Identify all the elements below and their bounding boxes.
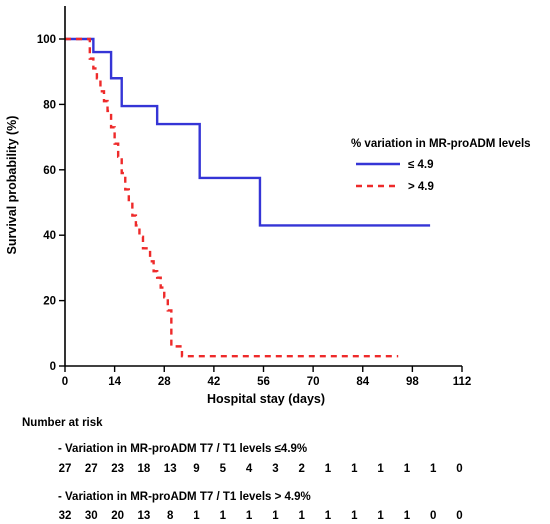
x-tick-label: 70	[307, 376, 320, 388]
x-tick-label: 84	[356, 376, 369, 388]
x-tick-label: 14	[108, 376, 121, 388]
plot-series	[65, 37, 431, 358]
legend: % variation in MR-proADM levels ≤ 4.9 > …	[351, 138, 531, 193]
risk-group-1-label: - Variation in MR-proADM T7 / T1 levels …	[58, 443, 307, 455]
x-tick-label: 112	[453, 376, 472, 388]
risk-count: 1	[377, 510, 384, 522]
risk-count: 5	[220, 463, 227, 475]
risk-count: 32	[59, 510, 72, 522]
risk-table: Number at risk - Variation in MR-proADM …	[22, 417, 463, 522]
risk-count: 1	[325, 510, 332, 522]
risk-count: 13	[164, 463, 177, 475]
x-tick-label: 56	[257, 376, 270, 388]
y-tick-label: 40	[43, 230, 56, 242]
risk-count: 4	[246, 463, 253, 475]
legend-label-series-2: > 4.9	[408, 181, 434, 193]
risk-count: 23	[111, 463, 124, 475]
x-tick-label: 28	[158, 376, 171, 388]
risk-group-2-counts: 32 30 20 13 8 1 1 1 1 1 1 1 1 1 0 0	[59, 510, 463, 522]
risk-count: 1	[272, 510, 279, 522]
risk-count: 8	[167, 510, 174, 522]
risk-group-1-counts: 27 27 23 18 13 9 5 4 3 2 1 1 1 1 1 0	[59, 463, 463, 475]
risk-count: 1	[430, 463, 437, 475]
risk-count: 1	[351, 463, 358, 475]
risk-count: 1	[377, 463, 384, 475]
y-tick-label: 80	[43, 99, 56, 111]
series-line-2	[65, 37, 399, 358]
y-tick-label: 20	[43, 296, 56, 308]
risk-count: 13	[138, 510, 151, 522]
y-tick-label: 100	[37, 34, 56, 46]
y-tick-label: 60	[43, 165, 56, 177]
risk-count: 1	[298, 510, 305, 522]
x-tick-label: 98	[406, 376, 419, 388]
chart-axes: 0 20 40 60 80 100 0 14 28 42 56 70 84 98 112	[37, 6, 471, 388]
x-tick-label: 42	[207, 376, 220, 388]
x-tick-label: 0	[62, 376, 68, 388]
risk-count: 1	[325, 463, 332, 475]
risk-count: 1	[220, 510, 227, 522]
x-axis-title: Hospital stay (days)	[207, 392, 325, 406]
risk-count: 30	[85, 510, 98, 522]
risk-count: 9	[193, 463, 199, 475]
risk-count: 2	[298, 463, 304, 475]
legend-title: % variation in MR-proADM levels	[351, 138, 531, 150]
risk-group-2-label: - Variation in MR-proADM T7 / T1 levels …	[58, 491, 311, 503]
risk-table-title: Number at risk	[22, 417, 103, 429]
risk-count: 1	[246, 510, 253, 522]
y-axis-title: Survival probability (%)	[5, 116, 19, 255]
risk-count: 1	[404, 510, 411, 522]
risk-count: 0	[456, 510, 462, 522]
risk-count: 27	[85, 463, 98, 475]
legend-label-series-1: ≤ 4.9	[408, 159, 434, 171]
risk-count: 20	[111, 510, 124, 522]
risk-count: 27	[59, 463, 72, 475]
y-tick-label: 0	[50, 361, 56, 373]
risk-count: 1	[351, 510, 358, 522]
risk-count: 18	[138, 463, 151, 475]
risk-count: 0	[456, 463, 462, 475]
risk-count: 1	[404, 463, 411, 475]
risk-count: 1	[193, 510, 200, 522]
risk-count: 0	[430, 510, 436, 522]
series-line-1	[65, 37, 431, 227]
risk-count: 3	[272, 463, 278, 475]
